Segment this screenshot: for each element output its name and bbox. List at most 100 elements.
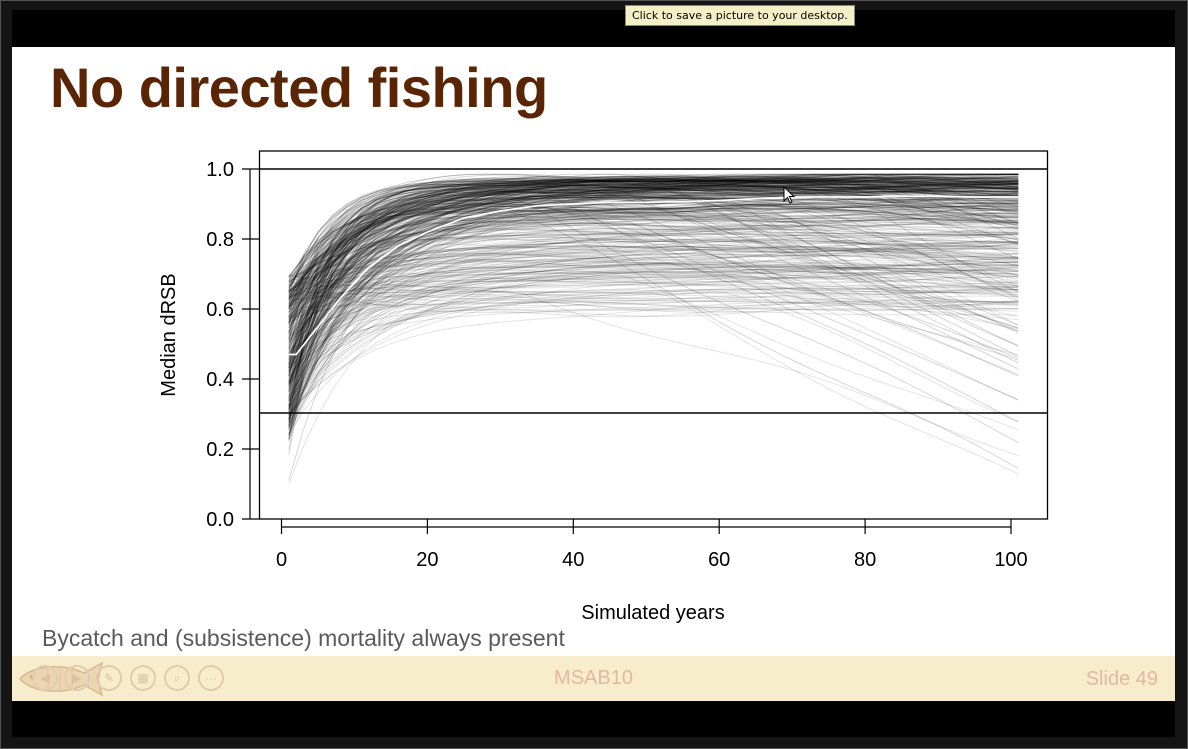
trajectory-line <box>288 271 1019 414</box>
trajectory-line <box>288 243 1019 370</box>
trajectory-line <box>288 232 1019 292</box>
trajectory-line <box>288 173 1019 323</box>
trajectory-line <box>288 178 1019 288</box>
trajectory-line <box>288 191 1019 387</box>
trajectory-line <box>288 262 1019 293</box>
trajectory-line <box>288 206 1019 378</box>
trajectory-line <box>288 194 1019 481</box>
trajectory-line <box>288 208 1019 293</box>
trajectory-line <box>288 268 1019 416</box>
trajectory-line <box>288 179 1019 417</box>
trajectory-line <box>288 182 1019 400</box>
trajectory-line <box>288 202 1019 401</box>
trajectory-line <box>288 173 1019 304</box>
trajectory-line <box>288 195 1019 376</box>
trajectory-line <box>288 178 1019 283</box>
trajectory-line <box>288 299 1019 434</box>
trajectory-line <box>288 303 1019 382</box>
trajectory-line <box>288 180 1019 293</box>
y-axis-label: Median dRSB <box>158 273 180 396</box>
trajectory-line <box>288 285 1019 319</box>
slide[interactable]: No directed fishing 0 20 40 60 80 100 0.0 0.2 0… <box>12 47 1175 701</box>
trajectory-line <box>288 277 1019 323</box>
trajectory-line <box>288 212 1019 422</box>
trajectory-line <box>288 238 1019 338</box>
zoom-icon[interactable]: ⌕ <box>164 665 190 691</box>
trajectory-line <box>288 190 1019 328</box>
trajectory-line <box>288 181 1019 384</box>
trajectory-line <box>288 197 1019 313</box>
x-axis: 0 20 40 60 80 100 <box>276 519 1028 571</box>
trajectory-line <box>288 261 1019 340</box>
trajectory-line <box>288 200 1019 373</box>
trajectory-line <box>288 197 1019 344</box>
trajectory-line <box>288 201 1019 372</box>
trajectory-line <box>288 184 1019 382</box>
trajectory-line <box>288 194 1019 413</box>
trajectory-line <box>288 178 1019 388</box>
trajectory-line <box>288 173 1019 299</box>
trajectory-line <box>288 218 1019 333</box>
trajectory-line <box>288 203 1019 390</box>
trajectory-line <box>288 203 1019 426</box>
trajectory-line <box>288 288 1019 307</box>
trajectory-line <box>288 180 1019 308</box>
trajectory-line <box>288 283 1019 384</box>
trajectory-line <box>288 179 1019 310</box>
trajectory-line <box>288 228 1019 383</box>
trajectory-line <box>288 262 1019 416</box>
trajectory-line <box>288 179 1019 397</box>
trajectory-line <box>288 204 1019 344</box>
trajectory-line <box>288 246 1019 308</box>
trajectory-line <box>288 221 1019 402</box>
trajectory-line <box>288 179 1019 340</box>
trajectory-line <box>288 183 1019 427</box>
trajectory-line <box>288 263 1019 416</box>
trajectory-line <box>288 186 1019 369</box>
trajectory-line <box>288 177 1019 410</box>
trajectory-line <box>288 241 1019 318</box>
trajectory-line <box>288 295 1019 304</box>
slides-icon[interactable]: ▦ <box>130 665 156 691</box>
trajectory-line <box>288 189 1019 350</box>
trajectory-line <box>288 199 1019 344</box>
trajectory-line <box>288 250 1019 307</box>
more-icon[interactable]: ··· <box>198 665 224 691</box>
prev-icon[interactable]: ◀ <box>32 665 58 691</box>
trajectory-line <box>288 288 1019 457</box>
trajectory-line <box>288 254 1019 334</box>
pen-icon[interactable]: ✎ <box>96 665 122 691</box>
trajectory-line <box>288 299 1019 411</box>
trajectory-line <box>288 186 1019 294</box>
trajectory-line <box>288 259 1019 299</box>
trajectory-line <box>288 177 1019 339</box>
trajectory-line <box>288 176 1019 436</box>
trajectory-line <box>288 173 1019 440</box>
trajectory-line <box>288 289 1019 431</box>
trajectory-line <box>288 235 1019 295</box>
trajectory-line <box>288 180 1019 335</box>
trajectory-line <box>288 175 1019 335</box>
trajectory-line <box>288 260 1019 410</box>
x-tick-label: 40 <box>562 549 584 571</box>
trajectory-line <box>288 288 1019 386</box>
trajectory-line <box>288 205 1019 299</box>
trajectory-line <box>288 173 1019 361</box>
trajectory-line <box>288 173 1019 377</box>
next-icon[interactable]: ▶ <box>64 665 90 691</box>
trajectory-line <box>288 218 1019 341</box>
y-tick-label: 0.6 <box>206 299 234 321</box>
trajectory-line <box>288 246 1019 425</box>
trajectory-line <box>288 178 1019 306</box>
trajectory-line <box>288 231 1019 321</box>
trajectory-line <box>288 235 1019 362</box>
trajectory-line <box>288 178 1019 373</box>
trajectory-line <box>288 249 1019 384</box>
trajectory-line <box>288 268 1019 433</box>
trajectory-line <box>288 246 1019 314</box>
x-tick-label: 100 <box>994 549 1027 571</box>
trajectory-line <box>288 261 1019 431</box>
trajectory-line <box>288 205 1019 397</box>
trajectory-line <box>288 218 1019 308</box>
trajectory-line <box>288 184 1019 440</box>
